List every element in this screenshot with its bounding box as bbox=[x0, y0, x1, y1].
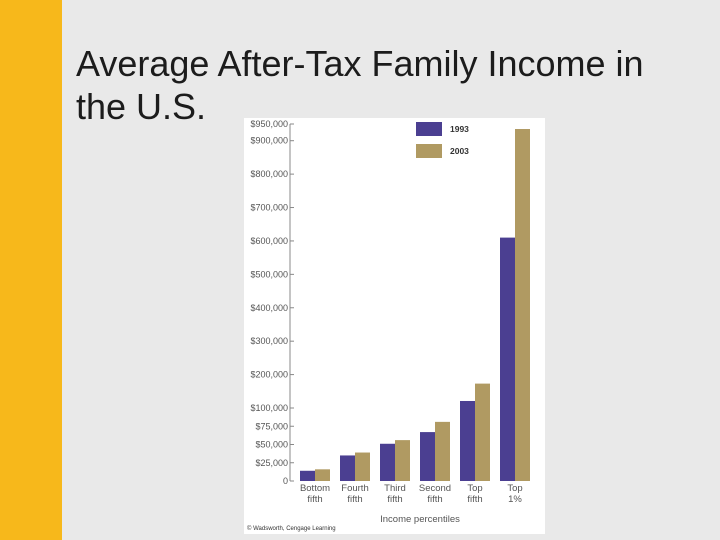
legend-swatch-1993 bbox=[416, 122, 442, 136]
y-tick-label: $25,000 bbox=[255, 458, 288, 468]
bar-1993 bbox=[380, 443, 395, 481]
bar-chart: 0 $25,000 $50,000 $75,000 $100,000 $200,000 $3… bbox=[247, 119, 530, 532]
slide-title: Average After-Tax Family Income in the U… bbox=[76, 43, 644, 127]
bar-2003 bbox=[435, 421, 450, 481]
legend-label-1993: 1993 bbox=[450, 124, 469, 134]
y-tick-label: $950,000 bbox=[250, 119, 288, 129]
legend-label-2003: 2003 bbox=[450, 146, 469, 156]
y-tick-label: $75,000 bbox=[255, 421, 288, 431]
bar-2003 bbox=[355, 452, 370, 481]
x-axis-title: Income percentiles bbox=[380, 514, 460, 525]
y-tick-label: $900,000 bbox=[250, 136, 288, 146]
y-tick-label: $400,000 bbox=[250, 303, 288, 313]
bar-1993 bbox=[500, 237, 515, 481]
x-category-label: fifth bbox=[347, 494, 362, 505]
accent-side-bar bbox=[0, 0, 62, 540]
y-tick-label: $300,000 bbox=[250, 336, 288, 346]
y-tick-label: $200,000 bbox=[250, 370, 288, 380]
bar-2003 bbox=[515, 129, 530, 481]
bar-1993 bbox=[420, 432, 435, 481]
bar-2003 bbox=[475, 383, 490, 481]
x-category-label: fifth bbox=[427, 494, 442, 505]
bar-1993 bbox=[300, 470, 315, 481]
y-tick-label: $500,000 bbox=[250, 269, 288, 279]
bar-1993 bbox=[460, 400, 475, 481]
y-tick-label: $100,000 bbox=[250, 403, 288, 413]
y-tick-label: $800,000 bbox=[250, 169, 288, 179]
x-category-label: Third bbox=[384, 483, 406, 494]
y-tick-label: 0 bbox=[283, 476, 288, 486]
x-category-label: fifth bbox=[387, 494, 402, 505]
x-category-label: Top bbox=[467, 483, 482, 494]
bar-1993 bbox=[340, 455, 355, 481]
x-category-label: Fourth bbox=[341, 483, 368, 494]
y-tick-label: $50,000 bbox=[255, 440, 288, 450]
chart-credit: © Wadsworth, Cengage Learning bbox=[247, 525, 336, 532]
x-category-label: Top bbox=[507, 483, 522, 494]
x-category-label: fifth bbox=[467, 494, 482, 505]
y-tick-label: $700,000 bbox=[250, 203, 288, 213]
y-tick-label: $600,000 bbox=[250, 236, 288, 246]
legend-swatch-2003 bbox=[416, 144, 442, 158]
x-category-label: 1% bbox=[508, 494, 522, 505]
x-category-label: Second bbox=[419, 483, 451, 494]
bar-chart-panel: 0 $25,000 $50,000 $75,000 $100,000 $200,000 $3… bbox=[244, 118, 545, 534]
x-category-label: Bottom bbox=[300, 483, 330, 494]
bar-2003 bbox=[315, 469, 330, 481]
bar-2003 bbox=[395, 440, 410, 481]
x-category-label: fifth bbox=[307, 494, 322, 505]
